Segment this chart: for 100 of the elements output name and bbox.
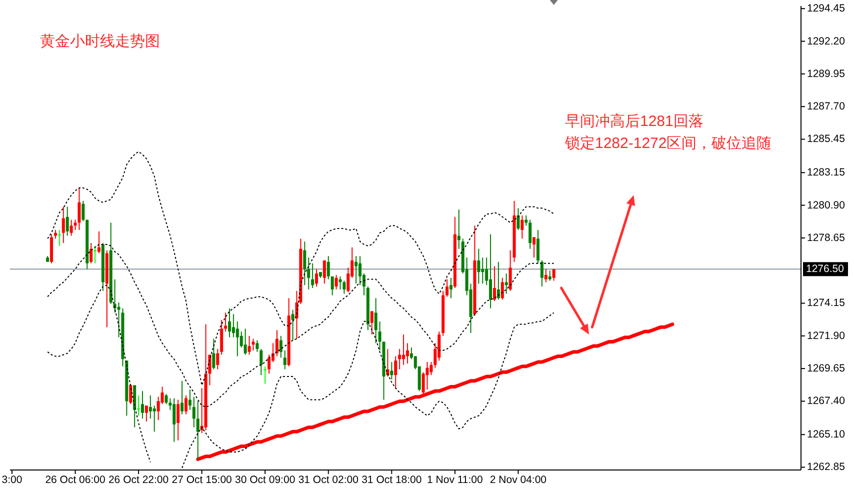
candlestick <box>330 276 334 296</box>
candlestick <box>528 219 532 250</box>
candlestick <box>508 250 512 292</box>
candlestick <box>481 257 484 284</box>
y-tick-label: 1285.45 <box>807 133 846 146</box>
candlestick <box>78 187 81 230</box>
candlestick <box>370 310 374 335</box>
y-tick-label: 1265.10 <box>807 428 846 441</box>
candlestick <box>283 350 286 370</box>
candlestick <box>58 229 61 246</box>
candlestick <box>334 274 338 290</box>
candlestick <box>268 354 271 374</box>
candlestick <box>311 262 314 288</box>
candlestick <box>228 308 232 338</box>
x-tick-label: 3:00 <box>2 474 22 486</box>
candlestick <box>62 206 65 244</box>
annotation: 早间冲高后1281回落 <box>565 113 704 130</box>
candlestick <box>520 214 524 240</box>
candlestick <box>220 319 224 356</box>
y-tick-label: 1280.90 <box>807 199 846 212</box>
candlestick <box>291 309 294 341</box>
candlestick <box>438 331 441 362</box>
candlestick <box>184 394 188 415</box>
candlestick <box>188 389 192 410</box>
candlestick <box>236 320 239 357</box>
candlestick <box>176 399 180 441</box>
ref-line-label: 1276.50 <box>806 263 844 276</box>
y-tick-label: 1287.70 <box>807 100 846 113</box>
candlestick <box>303 241 306 286</box>
candlestick <box>390 362 394 380</box>
candlestick <box>532 236 536 258</box>
y-tick-label: 1294.45 <box>807 2 846 15</box>
x-tick-label: 31 Oct 18:00 <box>362 474 422 486</box>
line-series <box>47 244 554 408</box>
candlestick <box>137 394 140 416</box>
x-tick-label: 31 Oct 02:00 <box>298 474 359 486</box>
x-tick-label: 26 Oct 22:00 <box>108 474 169 486</box>
y-tick-label: 1271.90 <box>807 330 846 342</box>
candlestick <box>548 270 552 282</box>
candlestick <box>398 348 402 370</box>
candlestick <box>224 312 228 332</box>
candlestick <box>552 268 556 282</box>
candlestick <box>342 280 346 294</box>
x-tick-label: 2 Nov 04:00 <box>490 474 547 486</box>
candlestick <box>402 334 406 366</box>
candlestick <box>426 362 429 390</box>
candlestick <box>256 340 259 352</box>
candlestick <box>326 256 330 280</box>
candlestick <box>212 338 216 370</box>
candlestick <box>82 200 85 222</box>
candlestick <box>394 356 398 389</box>
candlestick <box>449 277 452 299</box>
candlestick <box>275 330 278 357</box>
candlestick <box>244 328 247 356</box>
candlestick <box>477 248 480 284</box>
y-tick-label: 1289.95 <box>807 68 846 80</box>
candlestick <box>216 348 220 370</box>
y-tick-label: 1269.65 <box>807 362 846 375</box>
candlestick <box>70 219 73 236</box>
line-series <box>47 151 554 386</box>
candlestick <box>180 380 184 415</box>
candlestick <box>192 396 196 428</box>
x-tick-label: 26 Oct 06:00 <box>45 474 106 486</box>
candlestick <box>315 268 318 288</box>
candlestick <box>148 394 152 420</box>
candlestick <box>196 400 200 460</box>
candlestick <box>544 268 548 283</box>
candlestick <box>492 266 496 302</box>
candlestick <box>446 278 449 298</box>
candlestick <box>156 396 160 421</box>
candlestick <box>536 229 540 264</box>
candlestick <box>540 260 544 288</box>
candlestick <box>66 206 69 236</box>
candlestick <box>144 405 148 422</box>
candlestick <box>406 342 409 364</box>
candlestick <box>322 260 326 284</box>
candlestick <box>307 257 310 290</box>
candlestick <box>90 242 93 264</box>
candlestick <box>94 245 97 264</box>
candlestick <box>140 390 144 420</box>
y-tick-label: 1283.15 <box>807 166 846 179</box>
candlestick <box>232 314 235 338</box>
candlestick <box>374 298 378 344</box>
candlestick <box>260 348 263 376</box>
x-tick-label: 1 Nov 11:00 <box>427 474 484 486</box>
candlestick <box>504 272 508 294</box>
y-tick-label: 1262.85 <box>807 461 846 474</box>
y-tick-label: 1267.40 <box>807 395 846 408</box>
candlestick <box>164 393 168 405</box>
text: 黄金小时线走势图 <box>40 33 160 50</box>
annotation: 锁定1282-1272区间，破位追随 <box>564 135 772 152</box>
candlestick <box>172 398 176 442</box>
x-tick-label: 30 Oct 09:00 <box>235 474 296 486</box>
candlestick <box>264 366 267 384</box>
y-tick-label: 1292.20 <box>807 35 846 48</box>
candlestick <box>97 230 100 254</box>
y-tick-label: 1278.65 <box>807 232 846 244</box>
candlestick <box>354 256 358 284</box>
candlestick <box>358 256 362 286</box>
candlestick <box>516 208 520 230</box>
